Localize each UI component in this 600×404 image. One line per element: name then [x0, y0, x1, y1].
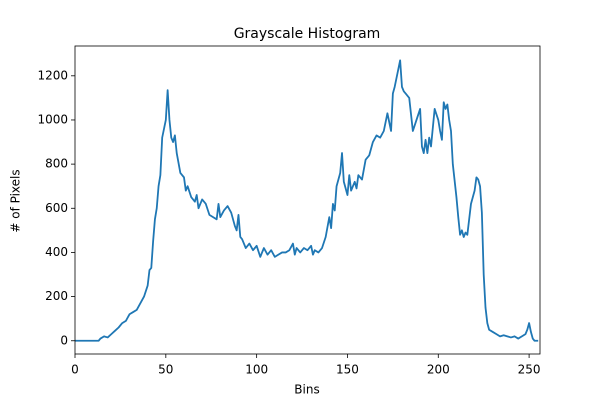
line: [75, 59, 539, 342]
y-tick-label: 1000: [37, 112, 68, 126]
x-tick-label: 200: [427, 363, 450, 377]
x-tick-label: 100: [245, 363, 268, 377]
x-tick-label: 150: [336, 363, 359, 377]
y-tick-label: 1200: [37, 68, 68, 82]
y-tick-label: 0: [60, 333, 68, 347]
chart-title: Grayscale Histogram: [234, 26, 381, 42]
x-tick-label: 0: [71, 363, 79, 377]
x-axis-label: Bins: [294, 383, 319, 397]
y-axis-label: # of Pixels: [9, 169, 23, 232]
x-tick-label: 250: [518, 363, 541, 377]
y-tick-label: 200: [45, 289, 68, 303]
y-tick-label: 600: [45, 201, 68, 215]
plot-frame: [74, 45, 541, 355]
y-tick-label: 800: [45, 157, 68, 171]
x-tick-label: 50: [158, 363, 173, 377]
y-tick-label: 400: [45, 245, 68, 259]
